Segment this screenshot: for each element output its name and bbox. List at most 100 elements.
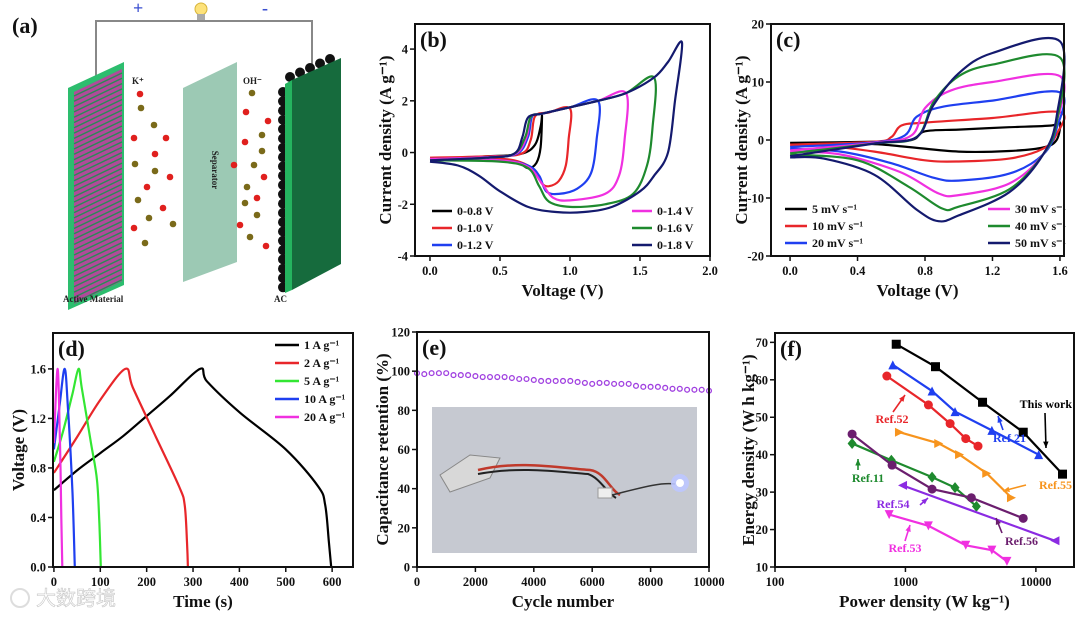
data-point [538,377,545,385]
series-ref-11-marker [927,471,937,483]
data-point [479,373,486,381]
carbon-particle [285,72,295,82]
data-point [486,373,494,381]
y-tick-label: 80 [398,404,411,418]
series-ref-53-marker [884,510,894,520]
series-ref-11-marker [950,482,960,494]
x-tick-label: 8000 [638,575,663,589]
y-axis-label: Energy density (W h kg⁻¹) [739,354,758,545]
watermark-text: 大数跨境 [36,586,116,610]
series-annotation: Ref.11 [852,471,884,485]
y-tick-label: 100 [391,365,410,379]
x-tick-label: 100 [91,575,110,589]
oh-ion [151,167,159,175]
active-material-hatch [73,204,123,230]
panel-label: (c) [776,27,800,52]
active-material-hatch [73,268,123,293]
k-ion [143,183,151,191]
series-10-mv-s [790,110,1066,163]
data-point [676,385,683,392]
series-ref-56-marker [887,460,897,470]
active-material-hatch [73,210,123,235]
chart-panel-b: 0.0 0.5 1.0 1.5 2.0 -4 -2 0 2 4 Voltage (V) Current… [376,23,718,300]
series-ref-55-marker [1006,493,1016,503]
series-20-mv-s [790,90,1066,182]
data-point [654,383,661,390]
led-icon [676,479,684,487]
active-material-hatch [73,146,123,171]
series-ref-53-marker [1002,556,1012,566]
y-tick-label: 0 [404,561,410,575]
x-tick-label: 4000 [521,575,546,589]
red-wire [477,463,621,497]
x-tick-label: 1.0 [562,264,578,278]
active-material-hatch [73,236,123,261]
series-ref-52-marker [961,434,971,444]
series-this-work-marker [1018,427,1028,437]
data-point [684,386,691,393]
data-point [618,380,625,387]
oh-ion [246,233,254,241]
active-material-hatch [73,130,123,155]
active-material-hatch [73,188,123,214]
series-ref-54-marker [898,480,908,490]
panel-label: (e) [422,335,446,360]
oh-ion [241,199,249,207]
arrowhead-icon [905,525,911,532]
x-tick-label: 6000 [580,575,605,589]
y-tick-label: 60 [398,443,411,457]
series-ref-21-marker [888,360,898,370]
active-material-hatch [73,98,123,124]
oh-ion [169,220,177,228]
plot-frame [774,332,1075,568]
data-point [472,373,479,380]
k-ion [241,138,249,146]
active-material-hatch [73,114,123,140]
active-material-hatch [73,135,123,161]
led-lead [611,482,676,496]
arrowhead-icon [1003,486,1010,493]
series-20-a-g [52,367,64,568]
series-ref-55-marker [894,427,904,437]
chart-panel-f: 100 1000 10000 10 20 30 40 50 60 70 Power density … [739,332,1075,611]
x-tick-label: 0 [51,575,57,589]
data-point [632,382,640,389]
x-tick-label: 200 [137,575,156,589]
arrowhead-icon [855,459,861,466]
watermark-logo-icon [10,588,30,608]
series-this-work-marker [930,362,940,372]
series-0-1-8-v [429,40,684,214]
series-0-1-0-v [429,105,573,188]
x-tick-label: 10000 [1020,575,1051,589]
data-point [545,377,552,385]
x-tick-label: 1.6 [1052,264,1068,278]
series-ref-53-marker [923,521,933,531]
data-point [552,377,559,385]
data-point [428,370,435,377]
y-tick-label: 0.8 [30,461,46,475]
series-annotation: Ref.52 [876,412,909,426]
k-ion [166,173,174,181]
series-ref-53-marker [987,545,997,555]
oh-ion [258,147,266,155]
active-material-hatch [73,77,123,102]
panel-label-a: (a) [12,13,38,38]
active-material-hatch [73,247,123,272]
oh-ion [131,160,139,168]
series-50-mv-s [789,36,1066,223]
series-ref-21-marker [987,425,997,435]
series-ref-52-marker [882,371,892,381]
oh-ion [145,214,153,222]
x-tick-label: 500 [276,575,295,589]
legend-entry: 1 A g⁻¹ [304,338,340,352]
k-ion [130,224,138,232]
active-material-hatch [73,263,123,288]
x-tick-label: 1.2 [985,264,1001,278]
connector [597,487,613,499]
series-annotation: This work [1020,397,1073,411]
data-point [421,371,428,378]
k-ion [136,90,144,98]
series-annotation: Ref.21 [993,431,1026,445]
data-point [574,378,581,385]
legend-entry: 30 mV s⁻¹ [1015,202,1066,216]
